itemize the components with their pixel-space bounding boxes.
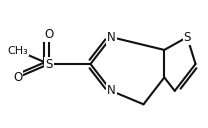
Text: S: S [45,57,53,71]
Text: N: N [107,84,116,97]
Text: S: S [183,31,191,44]
Text: O: O [13,71,22,84]
Text: N: N [107,31,116,44]
Text: CH₃: CH₃ [7,46,28,56]
Text: O: O [44,28,53,41]
